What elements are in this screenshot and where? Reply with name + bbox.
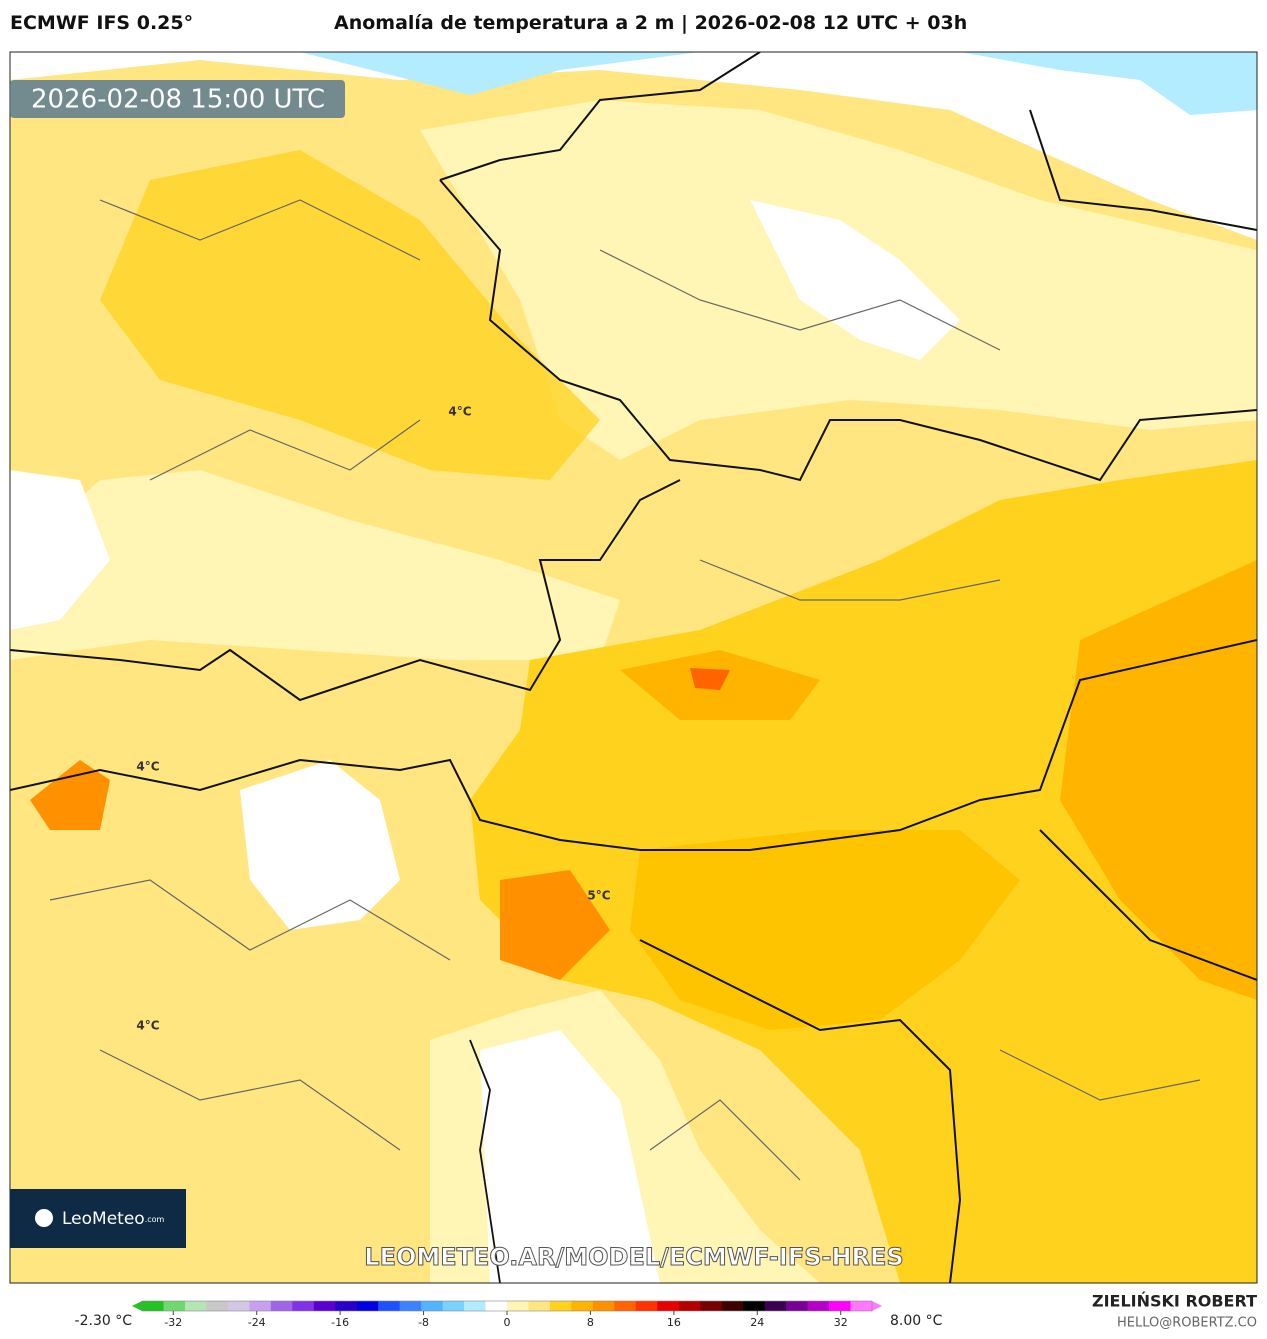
colorbar: -32 -24 -16 -8 0 8 16 24 32 — [132, 1300, 882, 1329]
colorbar-swatch — [743, 1301, 766, 1311]
field — [10, 52, 1257, 1283]
colorbar-swatch — [378, 1301, 401, 1311]
colorbar-swatch — [335, 1301, 358, 1311]
colorbar-tick-label: -24 — [248, 1316, 266, 1329]
colorbar-swatch — [227, 1301, 250, 1311]
timestamp: 2026-02-08 15:00 UTC — [31, 85, 325, 115]
colorbar-swatch — [184, 1301, 207, 1311]
colorbar-swatch — [356, 1301, 379, 1311]
coastline — [469, 1039, 501, 1283]
neutral-zone — [10, 52, 1257, 240]
colorbar-tick-label: 32 — [834, 1316, 848, 1329]
region-borders — [49, 199, 1201, 1181]
colorbar-swatch — [592, 1301, 615, 1311]
colorbar-swatch — [635, 1301, 658, 1311]
contour-label: 4°C — [136, 760, 159, 774]
model-name: ECMWF IFS 0.25° — [10, 12, 194, 34]
colorbar-tick-label: -32 — [164, 1316, 182, 1329]
neutral-zone — [750, 200, 960, 360]
colorbar-swatch — [850, 1301, 873, 1311]
logo-suffix: .com — [145, 1215, 165, 1224]
colorbar-tick-label: -16 — [331, 1316, 349, 1329]
colorbar-swatch — [206, 1301, 229, 1311]
colorbar-swatch — [764, 1301, 787, 1311]
map-title: Anomalía de temperatura a 2 m | 2026-02-… — [334, 12, 968, 34]
cold-zone — [300, 52, 700, 95]
colorbar-end — [132, 1301, 142, 1311]
contour-label: 4°C — [448, 405, 471, 419]
colorbar-swatch — [270, 1301, 293, 1311]
logo-sun — [35, 1209, 53, 1227]
colorbar-tick-label: 0 — [504, 1316, 511, 1329]
colorbar-swatch — [614, 1301, 637, 1311]
colorbar-swatch — [163, 1301, 186, 1311]
hot-zone — [30, 760, 110, 830]
warm-zone — [100, 150, 600, 480]
colorbar-tick-label: -8 — [418, 1316, 429, 1329]
light-zone — [10, 470, 620, 660]
email: HELLO@ROBERTZ.CO — [1117, 1316, 1257, 1331]
colorbar-swatch — [464, 1301, 487, 1311]
colorbar-tick-label: 16 — [667, 1316, 681, 1329]
contour-label: 4°C — [136, 1019, 159, 1033]
colorbar-end — [872, 1301, 882, 1311]
contour-label: 5°C — [587, 889, 610, 903]
author: ZIELIŃSKI ROBERT — [1092, 1292, 1257, 1311]
colorbar-swatch — [571, 1301, 594, 1311]
hot-zone — [690, 668, 730, 690]
colorbar-tick-label: 24 — [750, 1316, 764, 1329]
warmer-zone — [1060, 560, 1257, 1000]
watermark: LEOMETEO.AR/MODEL/ECMWF-IFS-HRES — [364, 1243, 903, 1271]
map-frame — [9, 51, 1258, 1284]
colorbar-swatch — [507, 1301, 529, 1311]
warm-zone — [630, 830, 1020, 1030]
timestamp-box — [10, 80, 345, 118]
neutral-zone — [240, 760, 400, 930]
colorbar-swatch — [721, 1301, 744, 1311]
colorbar-swatch — [829, 1301, 852, 1311]
cold-zone — [960, 52, 1257, 115]
country-borders — [10, 52, 1257, 1283]
colorbar-swatch — [442, 1301, 465, 1311]
colorbar-swatch — [249, 1301, 272, 1311]
colorbar-swatch — [528, 1301, 551, 1311]
colorbar-swatch — [142, 1301, 164, 1311]
colorbar-swatch — [549, 1301, 572, 1311]
colorbar-swatch — [700, 1301, 723, 1311]
logo-text: LeoMeteo.com — [62, 1209, 165, 1229]
colorbar-swatch — [786, 1301, 809, 1311]
colorbar-swatch — [657, 1301, 680, 1311]
colorbar-swatch — [292, 1301, 315, 1311]
colorbar-swatch — [421, 1301, 444, 1311]
sea-zone — [480, 1030, 660, 1283]
colorbar-swatch — [807, 1301, 830, 1311]
colorbar-swatch — [399, 1301, 422, 1311]
logo-name: LeoMeteo — [62, 1209, 145, 1229]
hot-zone — [500, 870, 610, 980]
colorbar-swatch — [485, 1301, 508, 1311]
colorbar-min: -2.30 °C — [75, 1313, 133, 1329]
colorbar-swatch — [313, 1301, 336, 1311]
colorbar-swatch — [678, 1301, 701, 1311]
neutral-zone — [10, 470, 110, 630]
colorbar-max: 8.00 °C — [890, 1313, 943, 1329]
colorbar-tick-label: 8 — [587, 1316, 594, 1329]
